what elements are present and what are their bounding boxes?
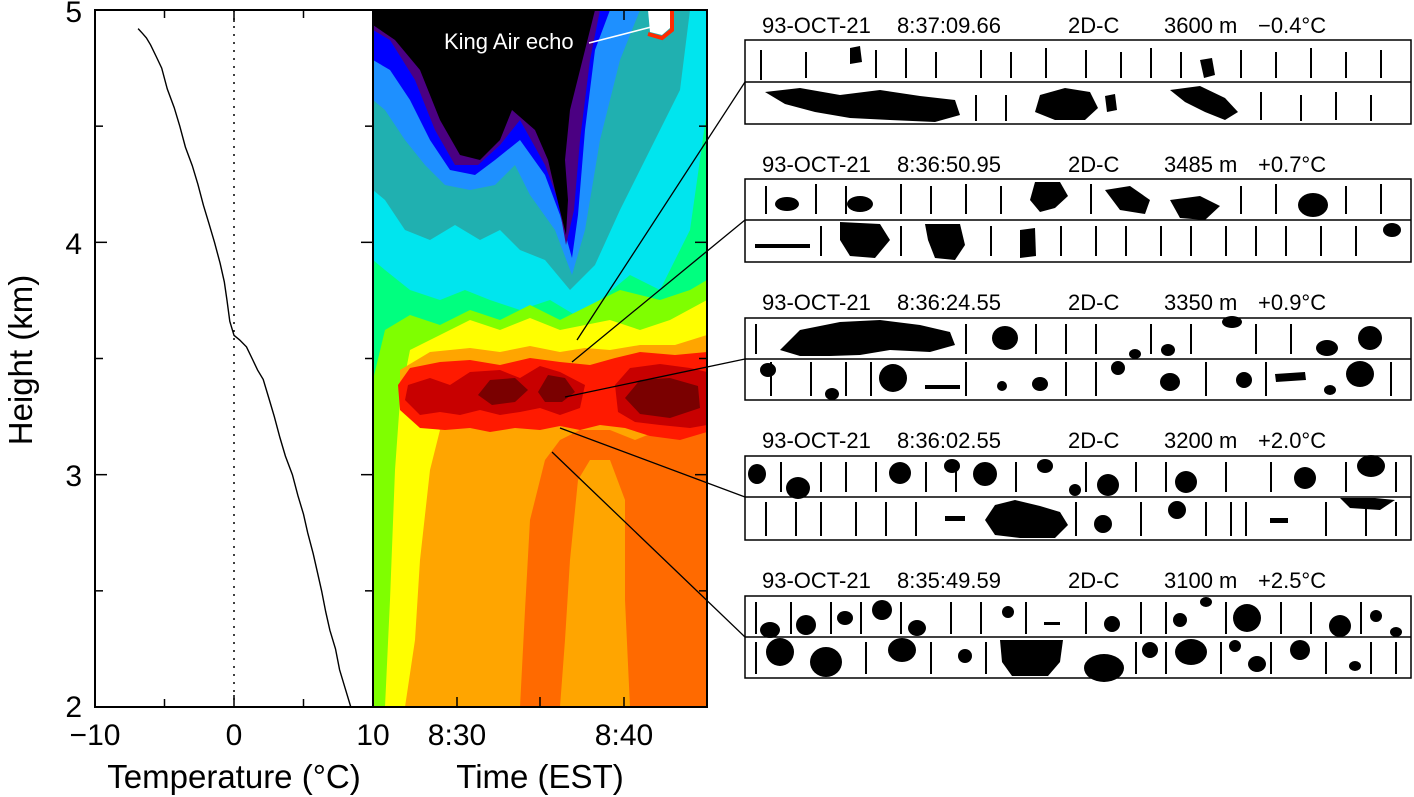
height-axis-ticks xyxy=(95,9,373,708)
radar-heatmap-chart: King Air echo 8:30 8:40 Time (EST) xyxy=(372,9,708,795)
temp-tick-label-0: 0 xyxy=(226,719,243,752)
king-air-echo-leader xyxy=(588,25,656,44)
panel-temperature: +2.0°C xyxy=(1258,428,1326,453)
temperature-axis-label: Temperature (°C) xyxy=(107,758,360,795)
panel-frame xyxy=(744,455,1412,541)
time-axis-label: Time (EST) xyxy=(456,758,623,795)
panel-time: 8:37:09.66 xyxy=(897,13,1001,38)
hm-band-orange-mid xyxy=(560,460,630,707)
time-tick-label-830: 8:30 xyxy=(428,719,486,752)
panel-probe: 2D-C xyxy=(1068,290,1119,315)
panel-altitude: 3600 m xyxy=(1164,13,1237,38)
temperature-series-line xyxy=(137,28,352,708)
hm-band-maroon xyxy=(478,375,700,418)
panel-temperature: +0.9°C xyxy=(1258,290,1326,315)
particle-images xyxy=(755,182,1401,260)
panel-altitude: 3200 m xyxy=(1164,428,1237,453)
particle-panel-1: 93-OCT-21 8:37:09.66 2D-C 3600 m −0.4°C xyxy=(744,13,1412,125)
height-tick-label-5: 5 xyxy=(65,0,82,29)
hm-band-black-echo xyxy=(373,10,595,235)
particle-images xyxy=(755,597,1402,682)
panel-date: 93-OCT-21 xyxy=(762,428,871,453)
particle-images xyxy=(755,316,1392,400)
panel-probe: 2D-C xyxy=(1068,13,1119,38)
king-air-echo-label: King Air echo xyxy=(444,29,574,54)
time-tick-label-840: 8:40 xyxy=(595,719,653,752)
panel-time: 8:35:49.59 xyxy=(897,568,1001,593)
time-axis-ticks xyxy=(456,9,707,708)
connector-line xyxy=(551,451,746,638)
temperature-profile-chart: −10 0 10 2 3 4 5 Temperature (°C) Height… xyxy=(2,0,390,795)
temperature-plot-frame xyxy=(94,9,374,708)
panel-time: 8:36:02.55 xyxy=(897,428,1001,453)
temp-tick-label-10: 10 xyxy=(356,719,389,752)
height-tick-label-3: 3 xyxy=(65,460,82,493)
connector-line xyxy=(576,81,746,341)
height-tick-label-2: 2 xyxy=(65,691,82,724)
particle-panels: 93-OCT-21 8:37:09.66 2D-C 3600 m −0.4°C xyxy=(744,13,1412,682)
height-axis-label: Height (km) xyxy=(2,275,39,446)
panel-date: 93-OCT-21 xyxy=(762,152,871,177)
panel-altitude: 3100 m xyxy=(1164,568,1237,593)
particle-panel-3: 93-OCT-21 8:36:24.55 2D-C 3350 m +0.9°C xyxy=(744,290,1412,401)
height-tick-label-4: 4 xyxy=(65,228,82,261)
temp-tick-label-m10: −10 xyxy=(70,719,121,752)
heatmap-field xyxy=(373,10,707,707)
panel-altitude: 3485 m xyxy=(1164,152,1237,177)
panel-connector-lines xyxy=(551,81,746,638)
connector-line xyxy=(571,219,746,363)
particle-panel-2: 93-OCT-21 8:36:50.95 2D-C 3485 m +0.7°C xyxy=(744,152,1412,263)
particle-images xyxy=(748,455,1397,538)
panel-temperature: +2.5°C xyxy=(1258,568,1326,593)
panel-temperature: −0.4°C xyxy=(1258,13,1326,38)
panel-temperature: +0.7°C xyxy=(1258,152,1326,177)
panel-time: 8:36:50.95 xyxy=(897,152,1001,177)
hm-band-echo-rim xyxy=(647,10,674,41)
hm-band-white-echo-tip xyxy=(648,10,672,35)
panel-date: 93-OCT-21 xyxy=(762,568,871,593)
panel-date: 93-OCT-21 xyxy=(762,290,871,315)
particle-panel-5: 93-OCT-21 8:35:49.59 2D-C 3100 m +2.5°C xyxy=(744,568,1412,682)
panel-time: 8:36:24.55 xyxy=(897,290,1001,315)
panel-altitude: 3350 m xyxy=(1164,290,1237,315)
panel-probe: 2D-C xyxy=(1068,152,1119,177)
panel-date: 93-OCT-21 xyxy=(762,13,871,38)
particle-panel-4: 93-OCT-21 8:36:02.55 2D-C 3200 m +2.0°C xyxy=(744,428,1412,541)
connector-line xyxy=(559,427,746,498)
particle-images xyxy=(760,46,1382,122)
connector-line xyxy=(564,358,746,398)
panel-probe: 2D-C xyxy=(1068,428,1119,453)
panel-probe: 2D-C xyxy=(1068,568,1119,593)
